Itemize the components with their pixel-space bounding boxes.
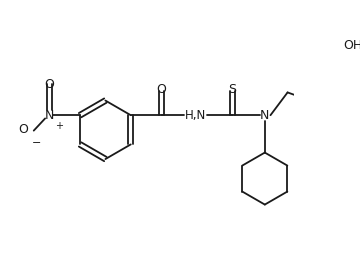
Text: O: O	[44, 78, 54, 91]
Text: N: N	[260, 109, 270, 122]
Text: O: O	[157, 83, 167, 96]
Text: N: N	[45, 109, 54, 122]
Text: S: S	[228, 83, 236, 96]
Text: H,N: H,N	[185, 109, 206, 122]
Text: +: +	[55, 121, 63, 131]
Text: OH: OH	[343, 39, 360, 52]
Text: −: −	[31, 138, 41, 148]
Text: O: O	[18, 123, 28, 136]
